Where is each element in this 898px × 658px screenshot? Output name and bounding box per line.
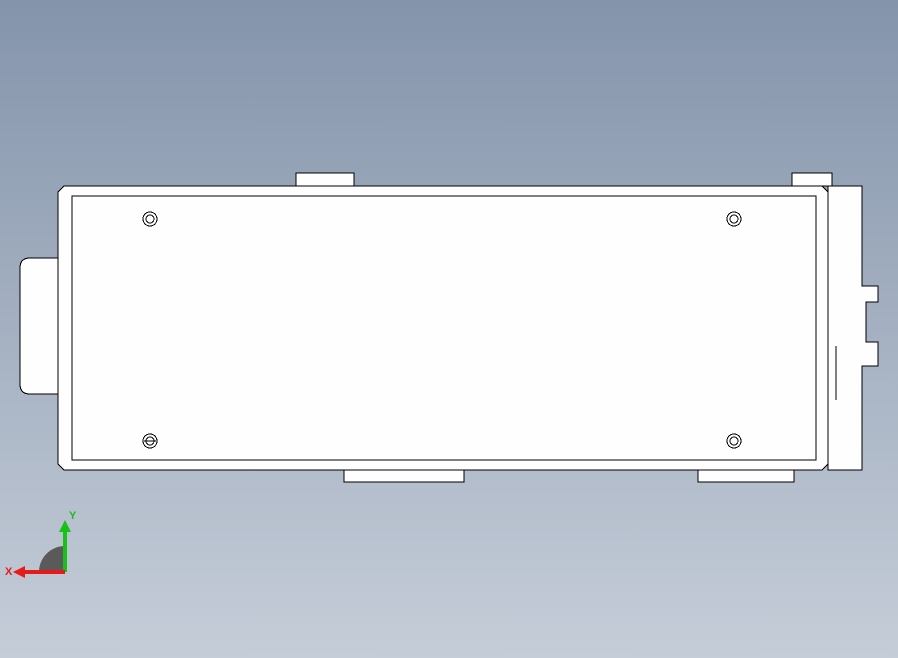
hole-bottom-right-inner [730,437,738,445]
main-plate [58,186,828,470]
tab-bottom-1 [344,470,464,482]
tab-bottom-2 [698,470,794,482]
model-group [20,173,878,482]
triad-quadrant [39,546,65,572]
axis-y-label: Y [69,510,76,522]
hole-top-left-inner [146,215,154,223]
cad-viewport[interactable]: X Y [0,0,898,658]
cad-model [0,0,898,658]
axis-x-label: X [5,566,12,578]
hole-top-right-inner [730,215,738,223]
tab-top-2 [792,173,832,186]
ear-left [20,258,58,394]
tab-top-1 [296,173,354,186]
axis-triad: X Y [15,520,105,610]
